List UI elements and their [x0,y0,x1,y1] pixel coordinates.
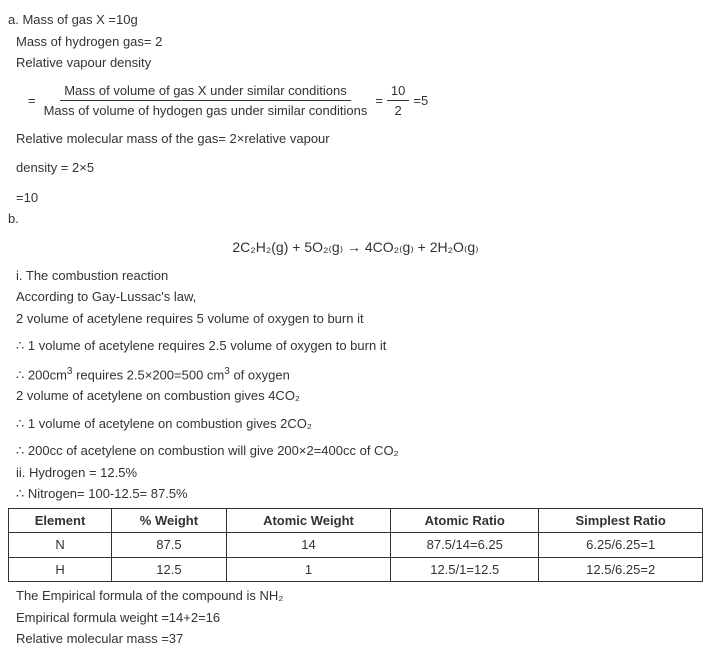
chem-equation: 2C₂H₂(g) + 5O₂₍g₎ → 4CO₂₍g₎ + 2H₂O₍g₎ [8,237,703,258]
fraction-num2: 10 [387,81,409,102]
line-b10-text: Nitrogen= 100-12.5= 87.5% [28,486,188,501]
line-b6: 2 volume of acetylene on combustion give… [16,386,703,406]
cell-n-atomic-ratio: 87.5/14=6.25 [391,533,539,558]
line-end1: The Empirical formula of the compound is… [16,586,703,606]
line-b2: According to Gay-Lussac's law, [16,287,703,307]
equals-result: =5 [413,91,428,111]
line-b5: ∴ 200cm3 requires 2.5×200=500 cm3 of oxy… [16,364,703,385]
cell-n-weight: 87.5 [112,533,227,558]
equals-mid: = [375,91,383,111]
fraction-main: Mass of volume of gas X under similar co… [40,81,372,121]
line-end2: Empirical formula weight =14+2=16 [16,608,703,628]
line-a1: a. Mass of gas X =10g [8,10,703,30]
cell-h-element: H [9,557,112,582]
cell-h-atomic-weight: 1 [226,557,390,582]
line-b7: ∴ 1 volume of acetylene on combustion gi… [16,414,703,434]
cell-n-simplest-ratio: 6.25/6.25=1 [539,533,703,558]
cell-h-weight: 12.5 [112,557,227,582]
fraction-vapour-density: = Mass of volume of gas X under similar … [28,81,703,121]
composition-table: Element % Weight Atomic Weight Atomic Ra… [8,508,703,583]
line-b8: ∴ 200cc of acetylene on combustion will … [16,441,703,461]
fraction-numeric: 10 2 [387,81,409,121]
line-b10: ∴ Nitrogen= 100-12.5= 87.5% [16,484,703,504]
th-atomic-ratio: Atomic Ratio [391,508,539,533]
line-b4: ∴ 1 volume of acetylene requires 2.5 vol… [16,336,703,356]
cell-n-atomic-weight: 14 [226,533,390,558]
line-a3: Relative vapour density [16,53,703,73]
line-b4-text: 1 volume of acetylene requires 2.5 volum… [28,338,386,353]
line-end3: Relative molecular mass =37 [16,629,703,649]
table-row: H 12.5 1 12.5/1=12.5 12.5/6.25=2 [9,557,703,582]
line-b8-text: 200cc of acetylene on combustion will gi… [28,443,399,458]
line-b5a: 200cm [28,367,67,382]
line-a5: density = 2×5 [16,158,703,178]
th-atomic-weight: Atomic Weight [226,508,390,533]
table-row: N 87.5 14 87.5/14=6.25 6.25/6.25=1 [9,533,703,558]
line-b-header: b. [8,209,703,229]
line-b3: 2 volume of acetylene requires 5 volume … [16,309,703,329]
th-element: Element [9,508,112,533]
cell-h-simplest-ratio: 12.5/6.25=2 [539,557,703,582]
equals-left: = [28,91,36,111]
fraction-den: Mass of volume of hydogen gas under simi… [40,101,372,121]
line-b1: i. The combustion reaction [16,266,703,286]
line-b5b: requires 2.5×200=500 cm [72,367,224,382]
th-simplest-ratio: Simplest Ratio [539,508,703,533]
line-a4: Relative molecular mass of the gas= 2×re… [16,129,703,149]
cell-n-element: N [9,533,112,558]
line-b7-text: 1 volume of acetylene on combustion give… [28,416,312,431]
line-a6: =10 [16,188,703,208]
cell-h-atomic-ratio: 12.5/1=12.5 [391,557,539,582]
fraction-num: Mass of volume of gas X under similar co… [60,81,351,102]
line-b9: ii. Hydrogen = 12.5% [16,463,703,483]
line-a2: Mass of hydrogen gas= 2 [16,32,703,52]
fraction-den2: 2 [391,101,406,121]
th-weight: % Weight [112,508,227,533]
line-b5c: of oxygen [230,367,290,382]
table-header-row: Element % Weight Atomic Weight Atomic Ra… [9,508,703,533]
